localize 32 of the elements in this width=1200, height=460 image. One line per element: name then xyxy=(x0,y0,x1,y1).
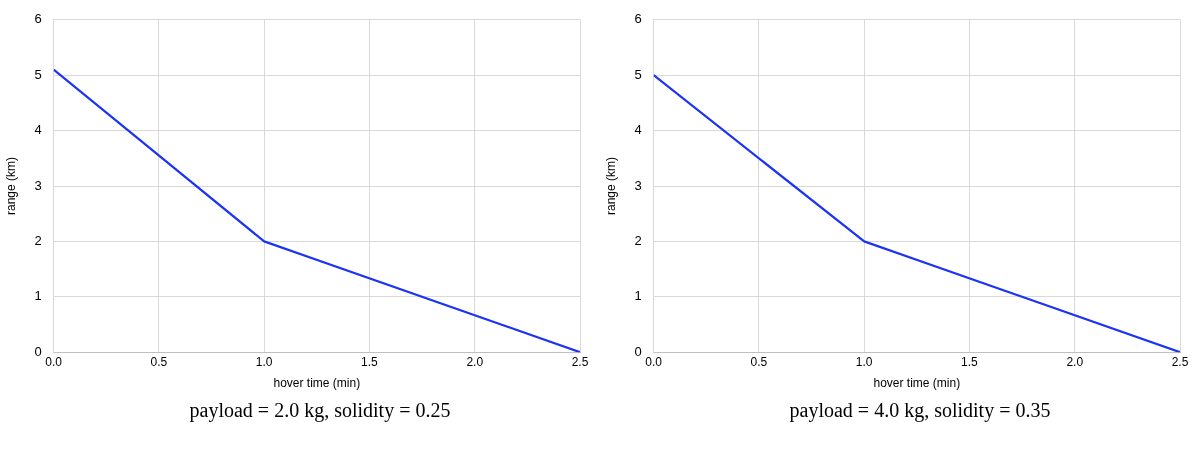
y-tick-label: 2 xyxy=(634,232,642,248)
y-tick-label: 3 xyxy=(34,177,42,193)
y-tick-label: 2 xyxy=(34,232,42,248)
y-tick-label: 5 xyxy=(34,66,42,82)
y-tick-label: 4 xyxy=(34,122,42,138)
x-tick-label: 1.5 xyxy=(361,354,379,369)
x-tick-label: 2.0 xyxy=(466,354,484,369)
x-tick-label: 2.5 xyxy=(1171,354,1189,369)
y-tick-label: 1 xyxy=(34,288,42,304)
y-tick-label: 5 xyxy=(634,66,642,82)
x-tick-label: 1.5 xyxy=(961,354,979,369)
x-tick-label: 0.0 xyxy=(45,354,63,369)
x-tick-label: 2.0 xyxy=(1066,354,1084,369)
x-tick-label: 0.0 xyxy=(645,354,663,369)
y-tick-label: 0 xyxy=(634,343,642,359)
y-tick-label: 0 xyxy=(34,343,42,359)
y-tick-label: 4 xyxy=(634,122,642,138)
x-tick-label: 0.5 xyxy=(150,354,168,369)
x-tick-label: 1.0 xyxy=(255,354,273,369)
text: payload = 4.0 kg, solidity = 0.35 xyxy=(788,399,1052,422)
y-tick-label: 6 xyxy=(634,11,642,27)
y-tick-label: 6 xyxy=(34,11,42,27)
x-tick-label: 0.5 xyxy=(750,354,768,369)
x-tick-label: 1.0 xyxy=(855,354,873,369)
y-axis-title: range (km) xyxy=(3,156,18,216)
y-axis-title: range (km) xyxy=(603,156,618,216)
x-tick-label: 2.5 xyxy=(571,354,589,369)
y-tick-label: 1 xyxy=(634,288,642,304)
y-tick-label: 3 xyxy=(634,177,642,193)
x-axis-title: hover time (min) xyxy=(873,376,961,391)
x-axis-title: hover time (min) xyxy=(273,376,361,391)
text: payload = 2.0 kg, solidity = 0.25 xyxy=(188,399,452,422)
